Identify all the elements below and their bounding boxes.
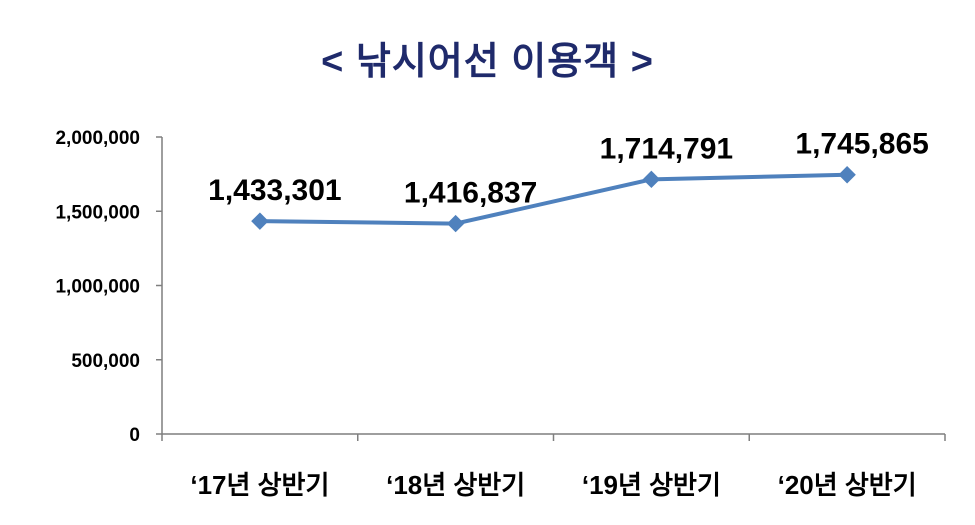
data-value-label: 1,416,837	[404, 177, 537, 210]
x-category-label: ‘19년 상반기	[582, 470, 721, 500]
x-category-label: ‘18년 상반기	[386, 470, 525, 500]
data-point-marker	[642, 170, 661, 189]
y-tick-label: 1,500,000	[55, 202, 140, 223]
data-point-marker	[251, 212, 269, 230]
x-category-label: ‘17년 상반기	[190, 470, 329, 500]
series-line	[259, 172, 848, 226]
y-tick-label: 1,000,000	[55, 277, 140, 298]
data-point-marker	[446, 214, 465, 233]
data-value-label: 1,714,791	[600, 132, 733, 165]
data-value-label: 1,745,865	[795, 128, 928, 161]
y-axis-ticks: 0 500,000 1,000,000 1,500,000 2,000,000	[55, 128, 162, 446]
chart-title: < 낚시어선 이용객 >	[321, 41, 654, 83]
series-group	[251, 166, 856, 233]
y-tick-label: 0	[129, 425, 140, 446]
x-category-label: ‘20년 상반기	[778, 470, 917, 500]
data-point-marker	[838, 166, 856, 184]
y-tick-label: 2,000,000	[55, 128, 140, 149]
data-value-label: 1,433,301	[208, 174, 341, 207]
x-axis-ticks: ‘17년 상반기 ‘18년 상반기 ‘19년 상반기 ‘20년 상반기	[161, 434, 946, 500]
data-labels-group: 1,433,301 1,416,837 1,714,791 1,745,865	[208, 128, 929, 210]
y-tick-label: 500,000	[71, 351, 140, 372]
